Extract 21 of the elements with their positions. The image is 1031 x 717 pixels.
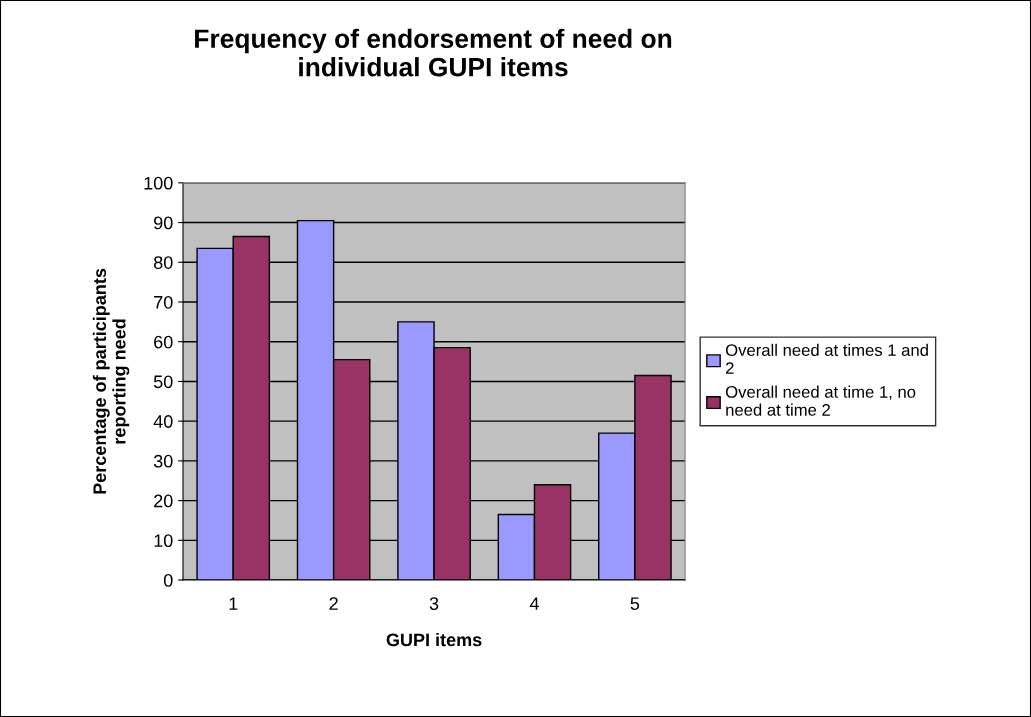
y-tick-label: 90 [154,216,173,230]
y-axis-title: Percentage of participants reporting need [92,268,130,494]
x-tick-label: 4 [529,597,539,610]
legend-label: Overall need at times 1 and 2 [725,343,928,374]
y-tick-label: 30 [153,454,173,468]
legend-label: Overall need at time 1, no need at time 2 [725,385,916,416]
y-tick-label: 20 [154,494,173,508]
x-axis-title: GUPI items [386,633,482,647]
x-tick-label: 5 [630,597,640,610]
x-tick-label: 2 [329,597,338,610]
y-tick-label: 80 [153,256,173,269]
x-tick-label: 3 [429,597,439,610]
chart-title: Frequency of endorsement of need on individual GUPI items [195,28,672,77]
y-tick-label: 0 [163,573,173,587]
y-tick-label: 60 [154,335,173,349]
y-tick-label: 10 [154,534,173,548]
y-tick-label: 50 [153,375,173,389]
x-tick-label: 1 [229,597,238,610]
y-tick-label: 70 [154,295,173,309]
y-tick-label: 100 [144,176,173,190]
y-tick-label: 40 [153,415,173,428]
